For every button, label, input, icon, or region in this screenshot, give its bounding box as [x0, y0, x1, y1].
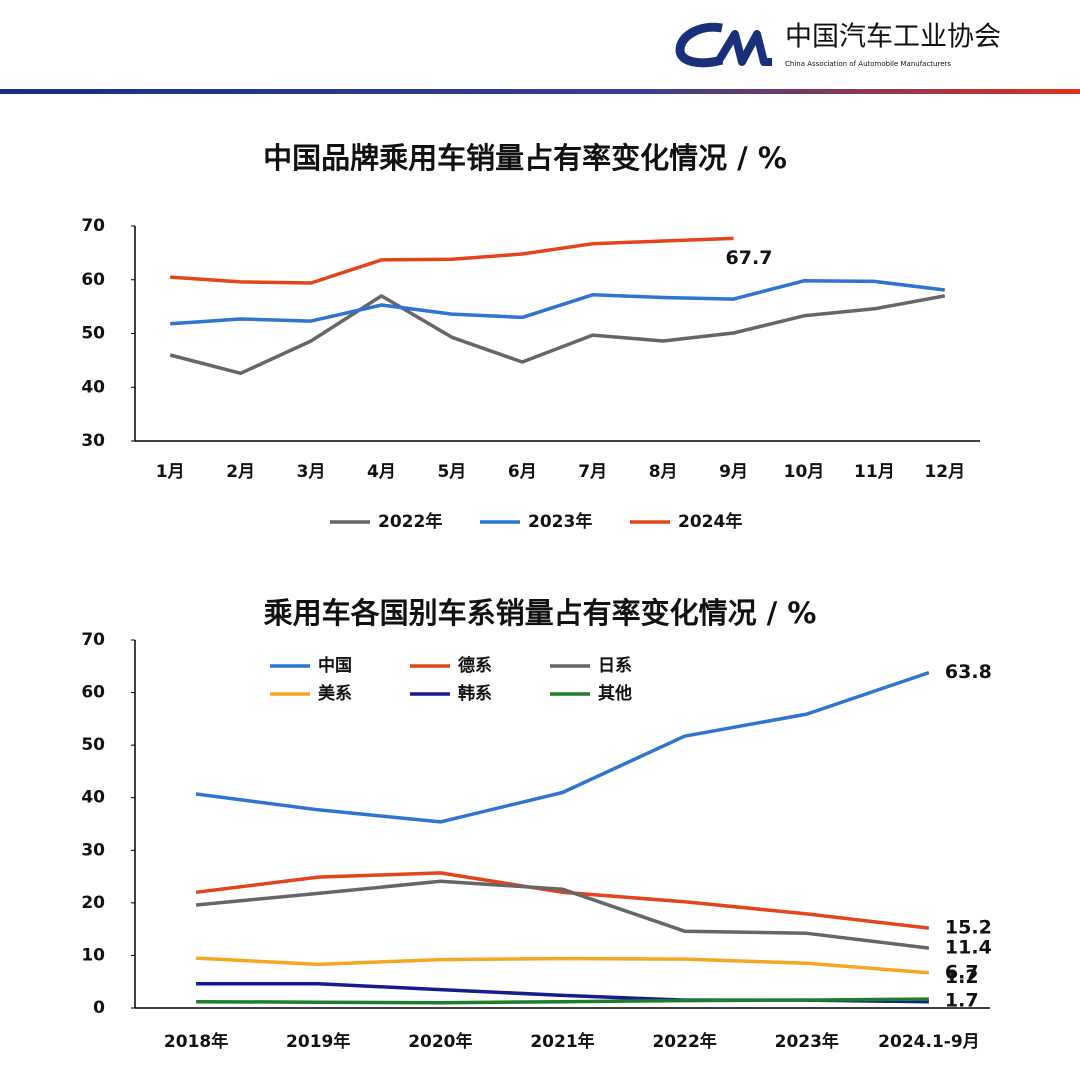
org-name-en: China Association of Automobile Manufact… [785, 60, 951, 68]
legend-label: 美系 [318, 683, 352, 704]
value-label: 6.7 [945, 961, 979, 983]
value-label: 11.4 [945, 937, 992, 959]
series-line [170, 279, 946, 326]
series-line [195, 871, 930, 930]
chart-title: 乘用车各国别车系销量占有率变化情况 / % [264, 596, 817, 630]
x-tick-label: 8月 [649, 462, 678, 482]
legend-label: 2024年 [678, 511, 742, 532]
x-tick-label: 12月 [924, 462, 965, 482]
y-tick-label: 30 [81, 840, 105, 860]
x-tick-label: 4月 [367, 462, 396, 482]
x-tick-label: 2021年 [530, 1031, 594, 1052]
y-tick-label: 30 [81, 431, 105, 451]
legend-label: 2022年 [378, 511, 442, 532]
series-line [170, 236, 734, 285]
x-tick-label: 6月 [508, 462, 537, 482]
y-tick-label: 10 [81, 945, 105, 965]
x-tick-label: 2018年 [164, 1031, 228, 1052]
x-tick-label: 1月 [156, 462, 185, 482]
legend-label: 2023年 [528, 511, 592, 532]
legend-label: 其他 [598, 683, 632, 704]
value-label: 1.2 [945, 966, 979, 988]
x-tick-label: 9月 [719, 462, 748, 482]
series-line [169, 294, 946, 376]
x-tick-label: 2022年 [652, 1031, 716, 1052]
y-tick-label: 40 [81, 377, 105, 397]
x-tick-label: 2024.1-9月 [878, 1032, 980, 1052]
legend-label: 德系 [458, 655, 492, 676]
legend-label: 韩系 [458, 683, 492, 704]
value-label: 63.8 [945, 661, 992, 683]
value-label: 67.7 [726, 247, 773, 269]
x-tick-label: 2月 [226, 462, 255, 482]
series-line [196, 956, 930, 975]
x-tick-label: 11月 [854, 462, 895, 482]
x-tick-label: 2020年 [408, 1031, 472, 1052]
value-label: 15.2 [945, 917, 992, 939]
y-tick-label: 50 [81, 735, 105, 755]
x-tick-label: 7月 [578, 462, 607, 482]
series-line [195, 879, 930, 950]
legend-label: 日系 [598, 656, 632, 676]
x-tick-label: 2019年 [286, 1031, 350, 1052]
org-name: 中国汽车工业协会 [785, 22, 1001, 53]
series-line [196, 997, 929, 1005]
y-tick-label: 70 [81, 216, 105, 236]
y-tick-label: 60 [81, 683, 105, 703]
y-tick-label: 70 [81, 630, 105, 650]
logo [675, 22, 772, 68]
chart-title: 中国品牌乘用车销量占有率变化情况 / % [263, 141, 787, 175]
x-tick-label: 3月 [297, 462, 326, 482]
y-tick-label: 20 [81, 893, 105, 913]
x-tick-label: 5月 [437, 462, 466, 482]
series-line [195, 670, 930, 824]
header-rule [0, 89, 1080, 94]
legend-label: 中国 [318, 655, 352, 676]
value-label: 1.7 [945, 990, 979, 1012]
y-tick-label: 0 [93, 998, 105, 1018]
y-tick-label: 60 [81, 270, 105, 290]
y-tick-label: 50 [81, 324, 105, 344]
x-tick-label: 2023年 [775, 1031, 839, 1052]
y-tick-label: 40 [81, 788, 105, 808]
x-tick-label: 10月 [784, 462, 825, 482]
